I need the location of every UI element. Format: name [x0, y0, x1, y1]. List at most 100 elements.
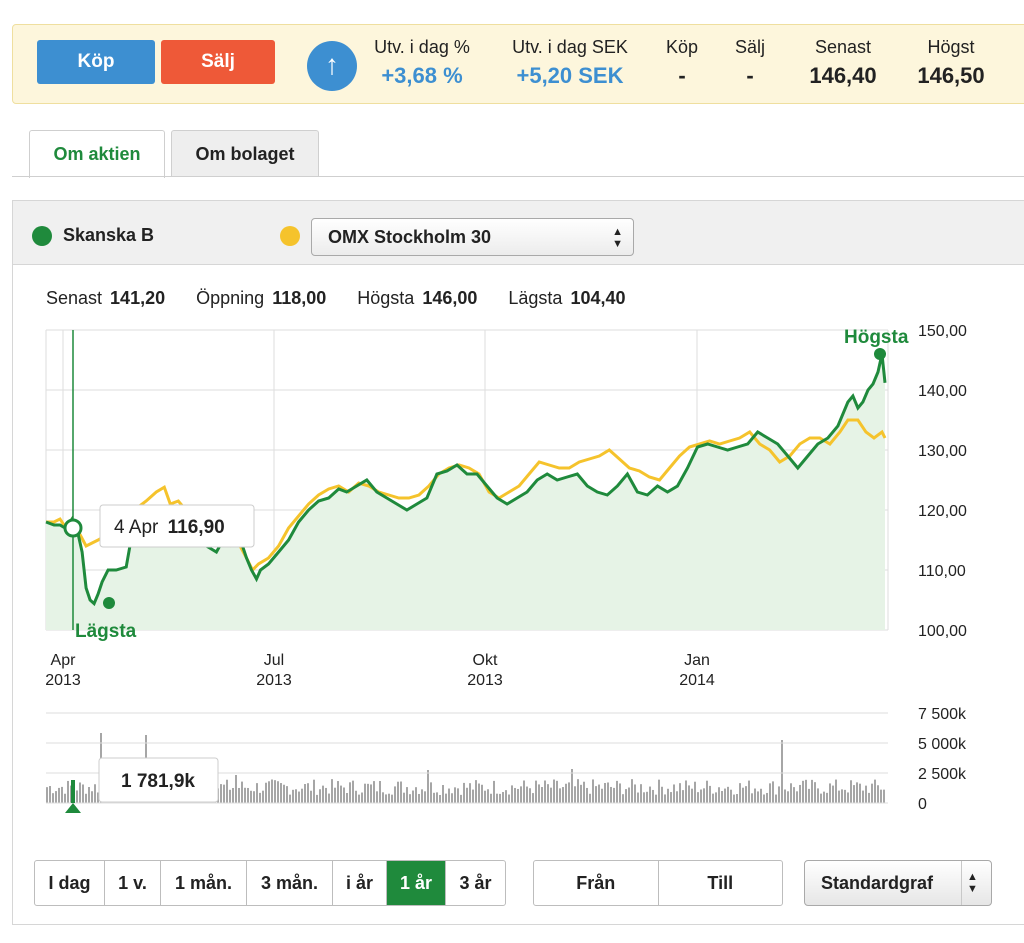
x-axis-ticks: Apr 2013 Jul 2013 Okt 2013 Jan 2014	[45, 652, 715, 689]
volume-bar	[586, 787, 588, 803]
volume-bar	[760, 788, 762, 803]
summary-value: 141,20	[110, 288, 166, 308]
volume-bar	[562, 787, 564, 803]
volume-bar	[46, 787, 48, 803]
volume-bar	[460, 794, 462, 803]
chart-type-select[interactable]: Standardgraf ▲ ▼	[804, 860, 992, 906]
volume-bar	[256, 783, 258, 803]
volume-bar	[667, 788, 669, 803]
volume-bar	[316, 794, 318, 803]
volume-bar	[400, 781, 402, 803]
volume-bar	[751, 793, 753, 803]
volume-bar	[715, 792, 717, 803]
volume-bar	[328, 793, 330, 803]
volume-bar	[79, 782, 81, 803]
stat-label: Utv. i dag SEK	[512, 37, 628, 57]
low-marker	[103, 597, 115, 609]
volume-bar	[58, 787, 60, 803]
volume-bar	[847, 792, 849, 803]
volume-bar	[304, 784, 306, 803]
volume-bar	[247, 787, 249, 803]
period-3month-button[interactable]: 3 mån.	[247, 861, 333, 905]
y-tick-label: 100,00	[918, 623, 967, 640]
summary-value: 146,00	[422, 288, 478, 308]
volume-bar	[730, 789, 732, 803]
volume-bar	[334, 787, 336, 803]
period-today-button[interactable]: I dag	[35, 861, 105, 905]
volume-bar	[340, 785, 342, 803]
stat-value: 146,50	[917, 63, 985, 88]
chart-type-value: Standardgraf	[821, 873, 934, 893]
volume-bar	[814, 782, 816, 803]
volume-bar	[763, 794, 765, 803]
volume-bar	[301, 788, 303, 803]
price-summary: Senast 141,20 Öppning 118,00 Högsta 146,00 …	[46, 288, 652, 309]
high-label: Högsta	[844, 327, 909, 348]
y-tick-label: 140,00	[918, 383, 967, 400]
volume-bar	[673, 784, 675, 803]
volume-bar	[736, 794, 738, 803]
volume-bar	[421, 789, 423, 803]
volume-bar	[382, 792, 384, 803]
volume-bar	[880, 789, 882, 803]
volume-bar	[766, 792, 768, 803]
price-tooltip: 4 Apr 116,90	[99, 504, 255, 548]
period-3year-button[interactable]: 3 år	[459, 873, 492, 893]
volume-bar	[454, 787, 456, 803]
volume-bar	[76, 790, 78, 803]
volume-bar	[226, 779, 228, 803]
volume-bar	[655, 794, 657, 803]
volume-bar	[631, 779, 633, 803]
volume-bar	[253, 791, 255, 803]
volume-bar	[685, 780, 687, 803]
tab-about-company[interactable]: Om bolaget	[171, 130, 319, 177]
x-tick-label: Jan	[684, 652, 710, 669]
volume-bar	[748, 780, 750, 803]
volume-bar	[838, 790, 840, 803]
volume-bar	[532, 793, 534, 803]
period-selector: I dag 1 v. 1 mån. 3 mån. i år 1 år 3 år	[34, 860, 506, 906]
volume-bar	[415, 787, 417, 803]
buy-button[interactable]: Köp	[37, 40, 155, 84]
primary-series-name: Skanska B	[63, 225, 155, 245]
volume-bar	[265, 782, 267, 803]
sell-button[interactable]: Sälj	[161, 40, 275, 84]
period-month-button[interactable]: 1 mån.	[161, 861, 247, 905]
tab-about-share[interactable]: Om aktien	[29, 130, 165, 178]
volume-bar	[379, 781, 381, 803]
volume-bar	[355, 790, 357, 803]
volume-bar	[844, 789, 846, 803]
volume-bar	[781, 740, 783, 803]
volume-bar	[826, 792, 828, 803]
volume-bar	[796, 791, 798, 803]
stat-value: +3,68 %	[381, 63, 463, 88]
stat-value: 146,40	[809, 63, 877, 88]
volume-bar	[556, 780, 558, 803]
volume-bar	[808, 788, 810, 803]
stat-label: Högst	[927, 37, 975, 57]
volume-bar	[613, 787, 615, 803]
volume-bar	[646, 791, 648, 803]
volume-bar	[235, 775, 237, 803]
volume-bar	[832, 785, 834, 803]
volume-bar	[85, 793, 87, 803]
period-1year-button[interactable]: 1 år	[387, 861, 446, 905]
volume-bar	[289, 794, 291, 803]
high-price-stat: Högst 146,50	[905, 37, 997, 89]
volume-bar	[607, 782, 609, 803]
period-week-button[interactable]: 1 v.	[105, 861, 161, 905]
volume-bar	[313, 779, 315, 803]
volume-bar	[619, 783, 621, 803]
volume-bar	[718, 787, 720, 803]
volume-bar	[268, 781, 270, 803]
volume-bar	[799, 784, 801, 803]
x-tick-label: Apr	[51, 652, 77, 669]
volume-bar	[502, 792, 504, 803]
volume-bar	[484, 790, 486, 803]
to-date-button[interactable]: Till	[707, 873, 734, 893]
period-ytd-button[interactable]: i år	[333, 861, 387, 905]
compare-index-select[interactable]: OMX Stockholm 30 ▲ ▼	[311, 218, 634, 256]
from-date-button[interactable]: Från	[534, 861, 659, 905]
ask-stat: Sälj -	[727, 37, 773, 89]
